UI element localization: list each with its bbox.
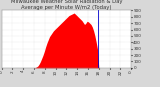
Title: Milwaukee Weather Solar Radiation & Day Average per Minute W/m2 (Today): Milwaukee Weather Solar Radiation & Day … (11, 0, 122, 10)
